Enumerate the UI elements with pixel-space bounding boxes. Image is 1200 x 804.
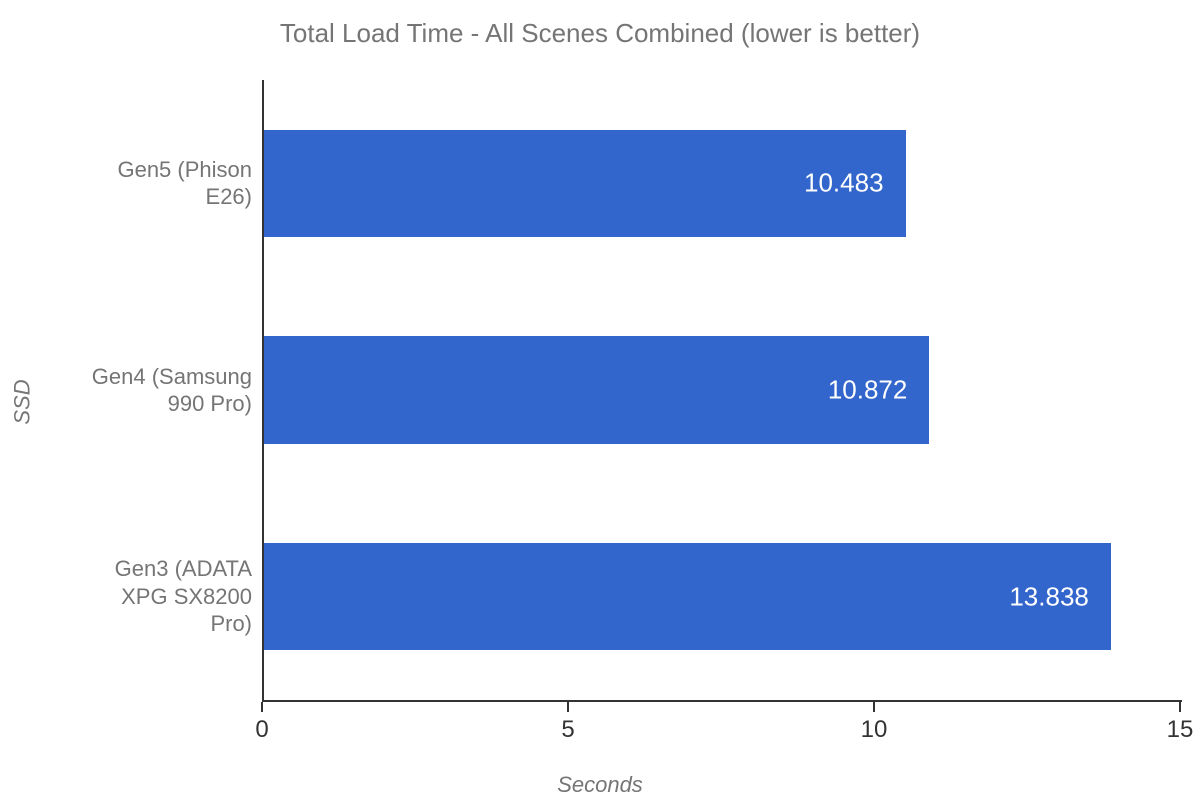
plot-area: 10.483 10.872 13.838 [262, 80, 1182, 702]
load-time-chart: Total Load Time - All Scenes Combined (l… [0, 0, 1200, 804]
category-label: Gen5 (PhisonE26) [52, 156, 252, 211]
x-tick [261, 702, 263, 712]
bar: 10.872 [264, 336, 929, 443]
y-axis-title: SSD [10, 379, 36, 424]
bar-row: 13.838 [264, 543, 1182, 650]
bar-row: 10.872 [264, 336, 1182, 443]
x-tick [1179, 702, 1181, 712]
chart-title: Total Load Time - All Scenes Combined (l… [0, 18, 1200, 49]
bar-value-label: 10.483 [804, 168, 884, 199]
bar-value-label: 10.872 [828, 374, 908, 405]
bar-row: 10.483 [264, 130, 1182, 237]
x-tick-label: 0 [255, 716, 268, 744]
bar: 10.483 [264, 130, 906, 237]
x-tick-label: 15 [1167, 716, 1194, 744]
x-axis-title: Seconds [0, 772, 1200, 798]
bar-value-label: 13.838 [1009, 581, 1089, 612]
category-label: Gen4 (Samsung990 Pro) [52, 363, 252, 418]
x-tick-label: 10 [861, 716, 888, 744]
bar: 13.838 [264, 543, 1111, 650]
x-tick-label: 5 [561, 716, 574, 744]
x-tick [567, 702, 569, 712]
category-label: Gen3 (ADATAXPG SX8200Pro) [52, 555, 252, 638]
x-tick [873, 702, 875, 712]
